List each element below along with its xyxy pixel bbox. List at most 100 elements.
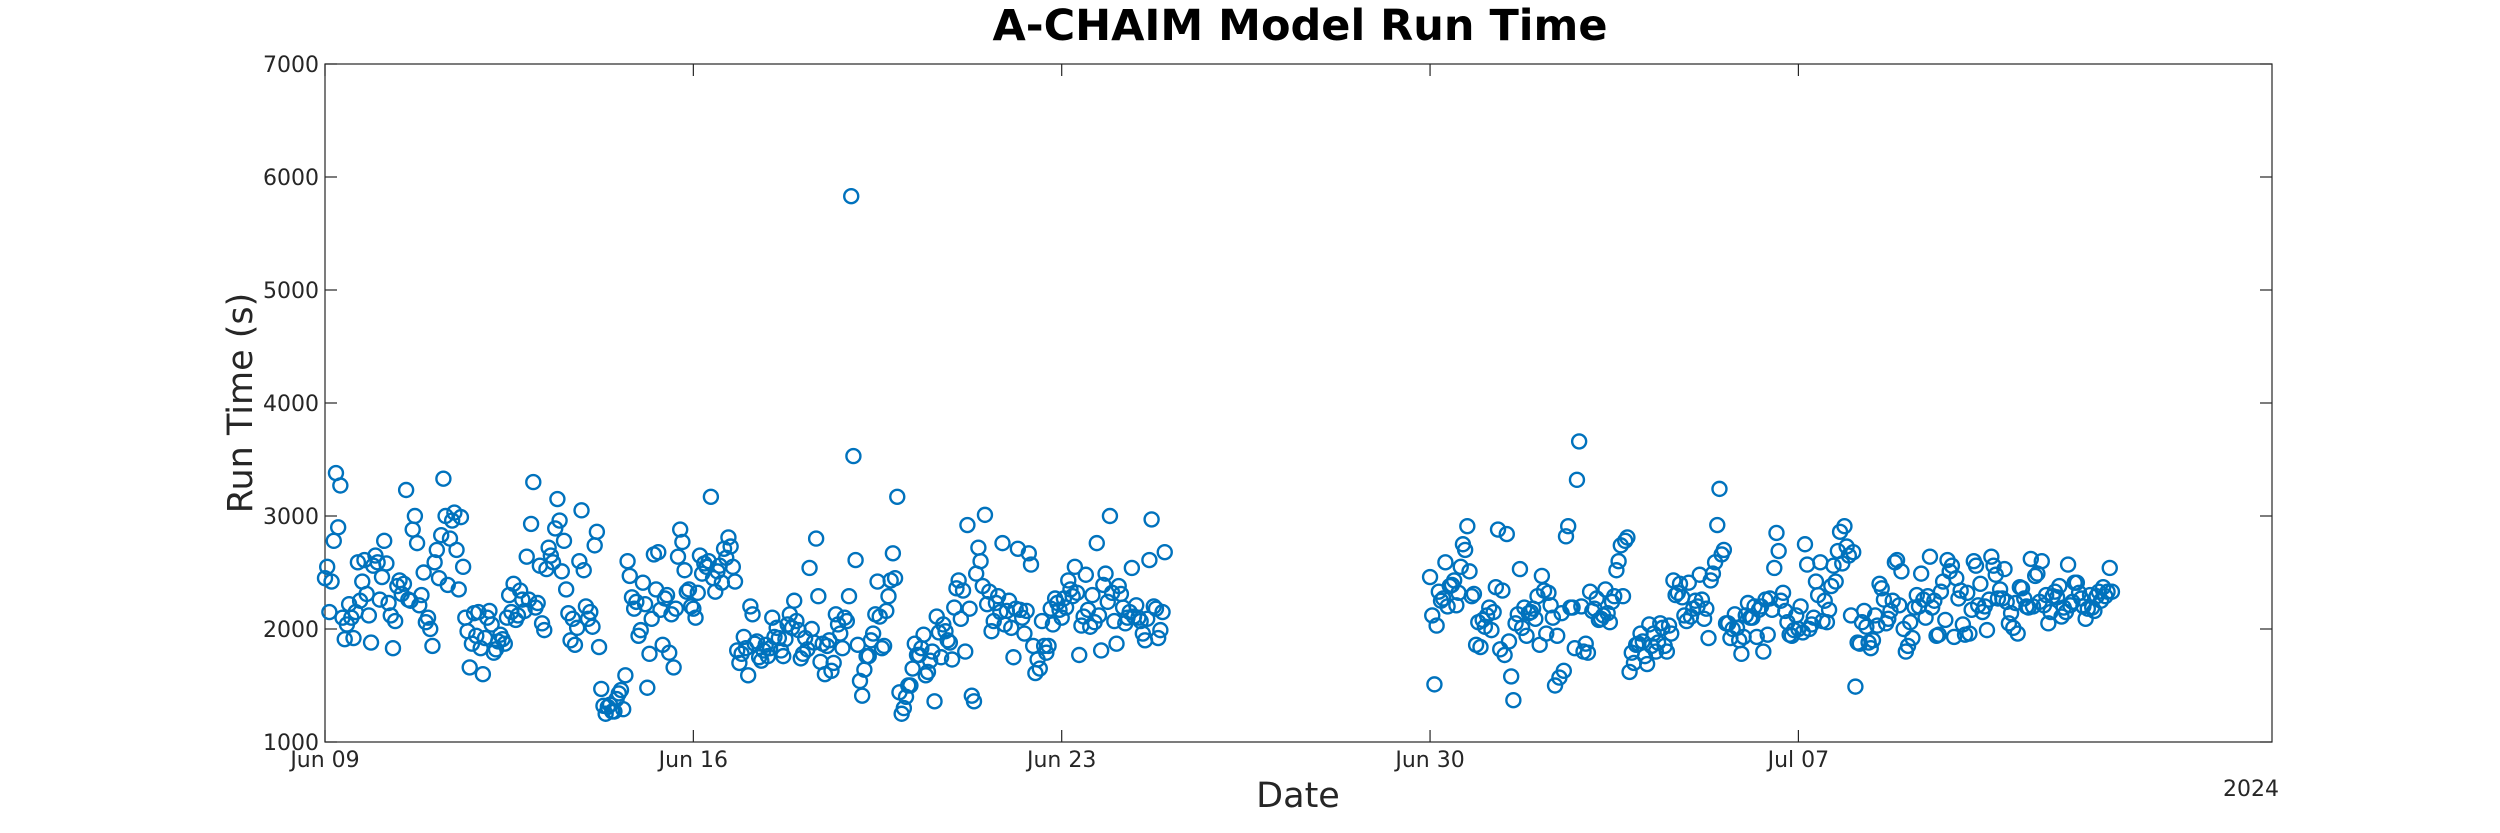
data-point: [1693, 591, 1711, 608]
data-point: [1853, 614, 1871, 631]
data-point: [1003, 619, 1020, 637]
data-point: [529, 594, 546, 612]
data-point: [332, 477, 349, 494]
data-point: [2099, 583, 2116, 600]
data-point: [845, 447, 862, 465]
data-point: [433, 527, 450, 544]
data-point: [1608, 562, 1625, 579]
data-point: [553, 563, 570, 580]
data-point: [1527, 610, 1544, 628]
data-point: [961, 600, 978, 617]
data-point: [2103, 583, 2121, 600]
data-point: [639, 679, 656, 696]
data-point: [1472, 638, 1489, 656]
data-point: [1698, 600, 1715, 617]
data-point: [720, 529, 737, 546]
data-point: [1932, 583, 1950, 600]
data-point: [1134, 625, 1152, 642]
x-tick-label: Jun 30: [1393, 748, 1464, 773]
data-point: [1564, 599, 1581, 616]
data-point: [840, 588, 858, 605]
data-point: [547, 520, 564, 537]
data-point: [1452, 558, 1469, 576]
data-point: [549, 490, 566, 508]
data-point: [408, 534, 426, 552]
data-point: [1796, 536, 1814, 553]
data-point: [1669, 584, 1687, 602]
data-point: [1658, 643, 1676, 660]
data-point: [838, 612, 856, 630]
data-point: [680, 581, 698, 598]
y-axis-label: Run Time (s): [221, 293, 261, 514]
data-point: [1748, 628, 1765, 646]
data-point: [1544, 609, 1562, 626]
data-point: [972, 553, 989, 570]
data-point: [952, 610, 970, 628]
data-point: [1978, 621, 1996, 639]
data-point: [1485, 603, 1502, 621]
data-point: [371, 591, 389, 608]
data-point: [954, 582, 972, 599]
data-point: [2026, 567, 2044, 585]
data-point: [823, 662, 840, 680]
data-point: [1847, 678, 1864, 695]
data-point: [1891, 597, 1908, 614]
data-point: [1711, 480, 1728, 498]
data-point: [2037, 586, 2055, 604]
data-point: [702, 488, 720, 505]
data-point: [329, 519, 347, 536]
data-point: [496, 635, 513, 652]
data-point: [1862, 640, 1879, 657]
data-point: [862, 632, 880, 649]
data-point: [1904, 629, 1921, 647]
data-point: [1505, 691, 1522, 709]
data-point: [678, 583, 695, 600]
data-point: [1845, 543, 1862, 561]
data-point: [540, 539, 557, 556]
data-point: [514, 591, 531, 608]
y-tick-label: 4000: [263, 392, 319, 417]
data-point: [1141, 551, 1158, 569]
data-point: [1101, 507, 1119, 525]
data-point: [384, 640, 402, 657]
data-point: [1033, 612, 1051, 630]
data-point: [1972, 575, 1989, 592]
data-point: [1840, 547, 1858, 564]
data-point: [658, 586, 676, 604]
data-point: [2053, 608, 2070, 625]
data-point: [1511, 560, 1529, 578]
data-point: [1709, 516, 1726, 534]
data-point: [825, 654, 842, 672]
data-point: [1064, 588, 1081, 605]
data-point: [593, 680, 610, 698]
data-point: [1090, 607, 1108, 624]
data-point: [661, 644, 678, 661]
data-point: [406, 507, 424, 525]
data-point: [886, 569, 904, 587]
data-point: [1991, 581, 2009, 598]
data-point: [801, 559, 818, 577]
data-point: [544, 554, 562, 571]
data-point: [939, 632, 956, 649]
data-point: [1792, 598, 1809, 615]
data-point: [1108, 635, 1125, 652]
data-points: [316, 188, 2121, 722]
data-point: [1005, 649, 1022, 666]
data-point: [935, 616, 952, 633]
data-point: [1538, 625, 1555, 642]
data-point: [1663, 625, 1680, 642]
data-point: [667, 600, 685, 617]
data-point: [518, 548, 535, 565]
data-point: [1614, 588, 1632, 605]
data-point: [1930, 626, 1947, 643]
data-point: [628, 593, 645, 611]
data-point: [834, 640, 851, 657]
data-point: [1035, 637, 1053, 655]
y-tick-label: 2000: [263, 618, 319, 643]
data-point: [880, 588, 897, 605]
data-point: [1825, 557, 1842, 574]
data-point: [943, 651, 961, 668]
data-point: [685, 600, 702, 617]
data-point: [2013, 580, 2031, 597]
data-point: [1053, 609, 1070, 626]
